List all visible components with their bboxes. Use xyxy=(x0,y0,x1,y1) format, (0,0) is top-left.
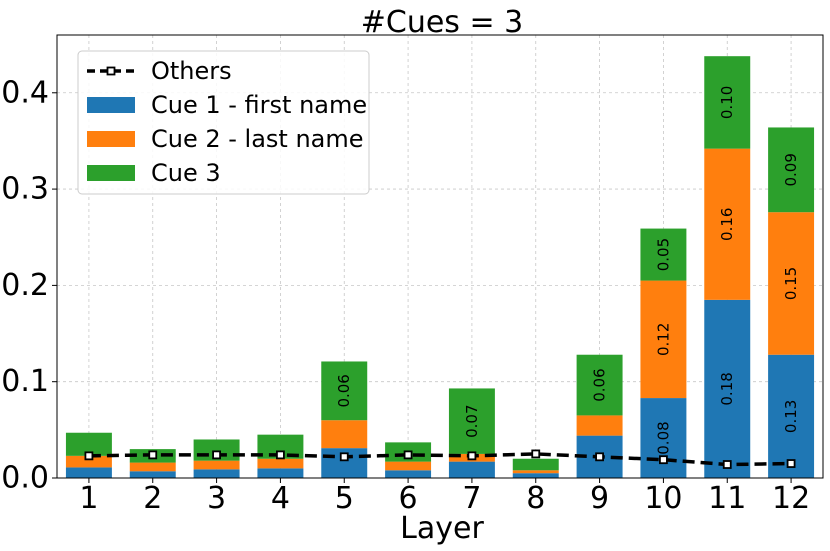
bar-value-label: 0.07 xyxy=(463,404,481,437)
bar-value-label: 0.16 xyxy=(718,208,736,241)
x-axis-label: Layer xyxy=(400,511,484,546)
x-tick-label: 7 xyxy=(462,481,481,516)
bars xyxy=(65,56,815,478)
bar-value-label: 0.15 xyxy=(782,267,800,300)
others-marker xyxy=(84,451,94,461)
bar-segment xyxy=(704,56,751,149)
x-axis-ticks: 1 2 3 4 5 6 7 8 9 10 11 12 xyxy=(79,478,810,516)
others-marker xyxy=(467,451,477,461)
legend-label: Cue 3 xyxy=(151,159,221,187)
others-marker xyxy=(339,452,349,462)
bar-value-label: 0.05 xyxy=(654,238,672,271)
legend-swatch xyxy=(87,131,135,147)
bar-segment xyxy=(65,467,112,478)
legend-swatch xyxy=(87,165,135,181)
bar-value-label: 0.18 xyxy=(718,372,736,405)
bar-value-label: 0.13 xyxy=(782,400,800,433)
x-tick-label: 9 xyxy=(590,481,609,516)
others-marker xyxy=(722,460,732,469)
others-line xyxy=(84,449,796,469)
y-axis-ticks: 0.0 0.1 0.2 0.3 0.4 xyxy=(1,75,57,496)
bar-segment xyxy=(448,461,495,478)
bar-segment xyxy=(512,473,559,478)
others-marker xyxy=(786,459,796,468)
x-tick-label: 10 xyxy=(644,481,682,516)
bar-segment xyxy=(321,420,368,449)
bar-value-label: 0.06 xyxy=(591,368,609,401)
bar-value-label: 0.10 xyxy=(718,86,736,119)
y-tick-label: 0.0 xyxy=(1,461,49,496)
bar-segment xyxy=(129,471,176,478)
x-tick-label: 5 xyxy=(335,481,354,516)
x-tick-label: 2 xyxy=(143,481,162,516)
bar-segment xyxy=(704,148,751,300)
bar-segment xyxy=(65,432,112,456)
bar-value-label: 0.06 xyxy=(335,374,353,407)
bar-value-labels: 0.08 0.18 0.13 0.12 0.16 0.15 0.06 0.07 0.06 0.05… xyxy=(335,86,800,455)
bar-segment xyxy=(512,470,559,474)
bar-segment xyxy=(768,127,815,213)
others-marker xyxy=(531,449,541,459)
y-tick-label: 0.1 xyxy=(1,364,49,399)
legend-label: Cue 2 - last name xyxy=(151,125,364,153)
legend-marker-others xyxy=(106,66,116,76)
bar-segment xyxy=(385,461,432,471)
bar-segment xyxy=(576,415,623,436)
others-marker xyxy=(659,455,668,465)
others-line-path xyxy=(88,452,792,467)
bar-value-label: 0.09 xyxy=(782,153,800,186)
legend-swatch xyxy=(87,97,135,113)
x-tick-label: 3 xyxy=(207,481,226,516)
y-tick-label: 0.3 xyxy=(1,172,49,207)
bar-segment xyxy=(448,388,495,454)
bar-segment xyxy=(512,458,559,471)
legend: Others Cue 1 - first name Cue 2 - last nam… xyxy=(77,50,370,195)
chart-title: #Cues = 3 xyxy=(361,5,523,40)
bar-segment xyxy=(65,455,112,468)
bar-segment xyxy=(768,212,815,355)
others-marker xyxy=(212,450,221,460)
bar-segment xyxy=(640,228,687,281)
bar-segment xyxy=(129,462,176,472)
bar-segment xyxy=(576,354,623,416)
bar-segment xyxy=(704,299,751,478)
y-tick-label: 0.2 xyxy=(1,268,49,303)
bar-segment xyxy=(193,469,240,478)
y-tick-label: 0.4 xyxy=(1,75,49,110)
x-tick-label: 1 xyxy=(79,481,98,516)
bar-segment xyxy=(193,460,240,470)
legend-box xyxy=(77,50,370,195)
others-marker xyxy=(148,450,158,460)
x-tick-label: 11 xyxy=(708,481,746,516)
bar-segment xyxy=(321,361,368,421)
x-tick-label: 6 xyxy=(399,481,418,516)
others-marker xyxy=(276,450,285,460)
x-tick-label: 8 xyxy=(526,481,545,516)
bar-segment xyxy=(257,458,304,469)
legend-label: Cue 1 - first name xyxy=(151,91,367,119)
bar-segment xyxy=(640,280,687,399)
others-marker xyxy=(403,450,413,460)
bar-value-label: 0.08 xyxy=(654,421,672,454)
x-tick-label: 12 xyxy=(772,481,810,516)
legend-label: Others xyxy=(151,57,232,85)
others-marker xyxy=(595,452,604,462)
plot-frame xyxy=(56,34,824,479)
x-tick-label: 4 xyxy=(271,481,290,516)
bar-segment xyxy=(640,398,687,478)
bar-segment xyxy=(768,354,815,478)
bar-value-label: 0.12 xyxy=(654,323,672,356)
bar-segment xyxy=(385,470,432,478)
bar-segment xyxy=(257,468,304,478)
